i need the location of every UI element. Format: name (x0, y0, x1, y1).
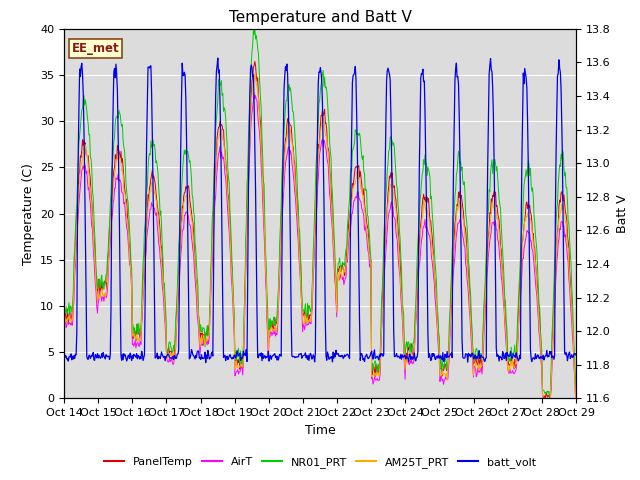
Y-axis label: Batt V: Batt V (616, 194, 629, 233)
Legend: PanelTemp, AirT, NR01_PRT, AM25T_PRT, batt_volt: PanelTemp, AirT, NR01_PRT, AM25T_PRT, ba… (100, 452, 540, 472)
Y-axis label: Temperature (C): Temperature (C) (22, 163, 35, 264)
X-axis label: Time: Time (305, 424, 335, 437)
Text: EE_met: EE_met (72, 42, 119, 55)
Title: Temperature and Batt V: Temperature and Batt V (228, 10, 412, 25)
